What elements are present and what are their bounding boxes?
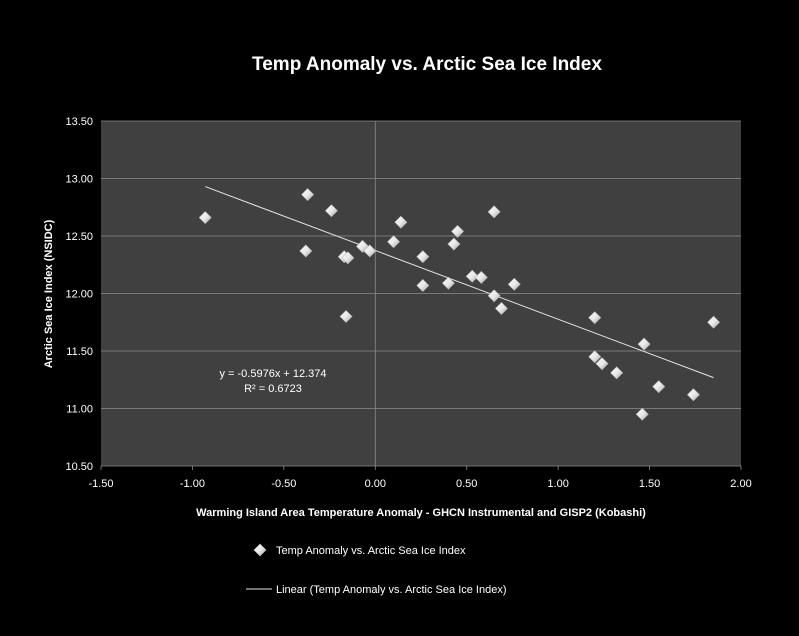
data-point (687, 388, 700, 402)
data-point (339, 310, 353, 323)
data-point (588, 350, 602, 364)
y-tick-label: 12.00 (65, 289, 93, 301)
data-point (707, 315, 720, 329)
data-point (198, 211, 212, 225)
data-point (299, 244, 313, 258)
x-tick-label: -0.50 (271, 478, 296, 490)
data-point (416, 279, 430, 292)
data-point (487, 205, 501, 219)
data-point (465, 269, 479, 283)
y-tick-label: 13.50 (65, 116, 93, 128)
data-point (595, 357, 609, 371)
y-tick-label: 13.00 (65, 174, 93, 186)
data-point (324, 204, 338, 218)
data-point (301, 188, 315, 202)
legend: Temp Anomaly vs. Arctic Sea Ice Index Li… (246, 543, 507, 596)
data-point (451, 224, 464, 238)
y-tick-label: 10.50 (65, 461, 93, 473)
x-tick-label: 0.50 (456, 478, 477, 490)
trendline (205, 186, 714, 379)
legend-item-trendline: Linear (Temp Anomaly vs. Arctic Sea Ice … (246, 584, 507, 596)
data-point (637, 337, 651, 351)
x-axis-label: Warming Island Area Temperature Anomaly … (196, 507, 646, 519)
data-point (394, 215, 408, 229)
x-tick-label: -1.00 (180, 478, 205, 490)
data-point (447, 237, 461, 251)
x-tick-label: 2.00 (730, 478, 751, 490)
y-tick-label: 11.00 (66, 404, 93, 416)
legend-item-series: Temp Anomaly vs. Arctic Sea Ice Index (253, 543, 466, 557)
data-point (588, 311, 602, 325)
y-tick-label: 11.50 (66, 346, 93, 358)
data-point (507, 277, 521, 291)
data-point (387, 235, 400, 249)
x-tick-label: 0.00 (365, 478, 386, 490)
data-point (474, 270, 488, 284)
trendline-equation: y = -0.5976x + 12.374 (219, 368, 326, 380)
data-point (610, 366, 624, 380)
data-point (341, 251, 355, 265)
y-axis-label: Arctic Sea Ice Index (NSIDC) (43, 219, 55, 368)
data-point (442, 276, 455, 290)
data-point (487, 289, 501, 303)
data-point (652, 380, 666, 394)
y-tick-label: 12.50 (65, 231, 93, 243)
legend-series-label: Temp Anomaly vs. Arctic Sea Ice Index (276, 545, 466, 557)
x-tick-label: 1.50 (639, 478, 660, 490)
data-point (635, 407, 649, 421)
data-point (416, 250, 430, 264)
x-tick-label: -1.50 (88, 478, 113, 490)
data-point (495, 302, 508, 315)
data-point (363, 244, 377, 258)
legend-trendline-label: Linear (Temp Anomaly vs. Arctic Sea Ice … (276, 584, 507, 596)
x-tick-label: 1.00 (547, 478, 568, 490)
trendline-r-squared: R² = 0.6723 (244, 383, 302, 395)
legend-diamond-marker (253, 543, 267, 557)
chart-title: Temp Anomaly vs. Arctic Sea Ice Index (252, 54, 602, 75)
